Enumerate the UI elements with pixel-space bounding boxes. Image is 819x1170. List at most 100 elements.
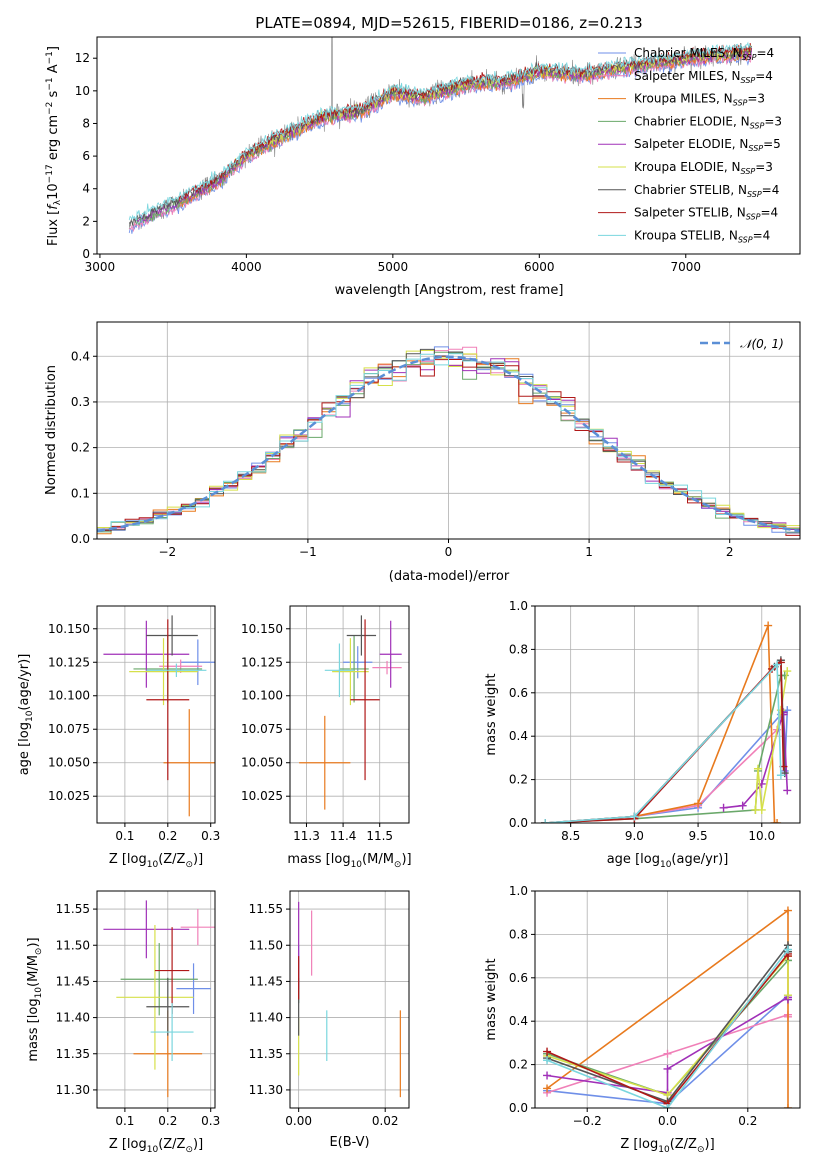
- histogram-frame: [96, 321, 801, 540]
- plus-marker: [738, 801, 747, 810]
- spectrum-frame: [96, 36, 801, 255]
- age-vs-mass-xlabel-part: )]: [401, 852, 411, 867]
- mass-weight-line: [545, 708, 789, 823]
- y-tick-label: 10.050: [48, 756, 90, 770]
- age-vs-Z-frame: [96, 605, 216, 824]
- age-vs-mass-xlabel-part: 10: [351, 860, 363, 870]
- histogram-series: [97, 353, 800, 534]
- legend-label-name: Kroupa MILES, N: [634, 92, 733, 106]
- y-tick-label: 12: [75, 51, 90, 65]
- y-tick-label: 11.55: [56, 902, 90, 916]
- age-vs-Z-xlabel-part: (Z/Z: [158, 852, 185, 867]
- legend-label-count: =4: [756, 46, 774, 60]
- legend-label-count: =3: [747, 92, 765, 106]
- plus-marker: [753, 764, 762, 773]
- mass-vs-EBV-xlabel: E(B-V): [329, 1135, 369, 1150]
- legend-label-count: =4: [762, 183, 780, 197]
- mass-weight-vs-age-xlabel-part: 10: [660, 860, 672, 870]
- ylabel-part: f: [46, 203, 61, 210]
- y-tick-label: 4: [82, 182, 90, 196]
- y-tick-label: 11.45: [249, 974, 283, 988]
- plus-marker: [663, 1064, 672, 1073]
- y-tick-label: 11.40: [249, 1011, 283, 1025]
- plus-marker: [663, 1104, 672, 1108]
- mass-vs-Z-points: [103, 900, 215, 1098]
- legend-label: Chabrier MILES, NSSP=4: [634, 46, 774, 62]
- mass-vs-Z-ylabel: mass [log10(M/M⊙)]: [26, 937, 44, 1061]
- y-tick-label: 11.50: [249, 938, 283, 952]
- x-tick-label: 0.2: [158, 829, 177, 843]
- y-tick-label: 11.35: [56, 1047, 90, 1061]
- legend-label-sub: SSP: [742, 53, 757, 62]
- mass-weight-line: [545, 674, 785, 823]
- y-tick-label: 11.35: [249, 1047, 283, 1061]
- x-tick-label: 10.0: [748, 829, 775, 843]
- mass-vs-Z-ylabel-part: (M/M: [26, 955, 41, 987]
- y-tick-label: 0: [82, 247, 90, 261]
- x-tick-label: 9.0: [625, 829, 644, 843]
- mass-weight-line: [545, 625, 778, 823]
- plus-marker: [783, 786, 792, 795]
- legend-label-name: Kroupa STELIB, N: [634, 228, 738, 242]
- model-spectrum-line: [128, 41, 752, 221]
- mass-weight-vs-Z-lines: [543, 906, 792, 1108]
- age-vs-Z-ylabel: age [log10(age/yr)]: [17, 654, 35, 776]
- y-tick-label: 0.4: [71, 349, 90, 363]
- spectrum-axes: 3000 4000 5000 6000 7000 0 2 4 6 8 10 12: [75, 51, 701, 274]
- y-tick-label: 0.1: [71, 486, 90, 500]
- y-tick-label: 0.4: [509, 1014, 528, 1028]
- mass-weight-line: [545, 714, 785, 823]
- y-tick-label: 10.100: [48, 689, 90, 703]
- histogram-ylabel: Normed distribution: [44, 365, 59, 495]
- legend-label-name: Kroupa ELODIE, N: [634, 160, 741, 174]
- figure-title: PLATE=0894, MJD=52615, FIBERID=0186, z=0…: [255, 14, 642, 32]
- mass-weight-vs-age-xlabel-part: age [log: [607, 852, 660, 867]
- legend-label: Salpeter ELODIE, NSSP=5: [634, 137, 781, 153]
- x-tick-label: 9.5: [689, 829, 708, 843]
- plus-marker: [764, 621, 773, 630]
- age-vs-Z-axes: 0.1 0.2 0.3 10.025 10.050 10.075 10.100 10.125 1…: [48, 606, 220, 843]
- x-tick-label: 0.3: [201, 1114, 220, 1128]
- age-vs-mass-frame: [289, 605, 410, 824]
- ylabel-part: λ: [53, 199, 63, 205]
- histogram-xlabel: (data-model)/error: [389, 569, 510, 584]
- x-tick-label: 7000: [670, 260, 701, 274]
- legend-label-name: Chabrier STELIB, N: [634, 183, 747, 197]
- mass-vs-Z-ylabel-part: )]: [26, 937, 41, 947]
- legend-label-sub: SSP: [741, 167, 756, 176]
- age-vs-Z-ylabel-part: age [log: [17, 722, 32, 775]
- y-tick-label: 2: [82, 214, 90, 228]
- x-tick-label: 11.3: [293, 829, 320, 843]
- age-vs-Z-xlabel: Z [log10(Z/Z⊙)]: [109, 852, 203, 870]
- y-tick-label: 11.50: [56, 938, 90, 952]
- age-vs-Z-points: [103, 615, 215, 817]
- y-tick-label: 10.050: [241, 756, 283, 770]
- mass-weight-vs-Z-xlabel-part: 10: [658, 1145, 670, 1155]
- x-tick-label: 0.0: [658, 1114, 677, 1128]
- x-tick-label: 11.5: [366, 829, 393, 843]
- legend-label-count: =5: [763, 137, 781, 151]
- y-tick-label: 0.0: [509, 1101, 528, 1115]
- plus-marker: [773, 819, 782, 823]
- plus-marker: [663, 1049, 672, 1058]
- legend-label-name: Salpeter STELIB, N: [634, 206, 746, 220]
- plus-marker: [543, 1047, 552, 1056]
- legend-label-count: =3: [764, 114, 782, 128]
- legend-label: Kroupa ELODIE, NSSP=3: [634, 160, 773, 176]
- mass-weight-vs-Z-xlabel-part: )]: [705, 1137, 715, 1152]
- x-tick-label: 0.2: [158, 1114, 177, 1128]
- y-tick-label: 10.025: [48, 789, 90, 803]
- age-vs-Z-xlabel-part: ⊙: [185, 860, 193, 870]
- mass-vs-EBV-axes: 0.00 0.02 11.30 11.35 11.40 11.45 11.50 11.55: [249, 891, 409, 1128]
- x-tick-label: −0.2: [573, 1114, 602, 1128]
- age-vs-mass-xlabel-part: mass [log: [287, 852, 350, 867]
- ylabel-part: s: [46, 90, 61, 101]
- legend-label: Kroupa STELIB, NSSP=4: [634, 228, 770, 244]
- gaussian-curve: [97, 355, 800, 533]
- x-tick-label: 0.00: [285, 1114, 312, 1128]
- mass-vs-Z-xlabel-part: 10: [147, 1145, 159, 1155]
- mass-weight-vs-age-ylabel: mass weight: [484, 673, 499, 755]
- x-tick-label: 5000: [378, 260, 409, 274]
- plus-marker: [719, 803, 728, 812]
